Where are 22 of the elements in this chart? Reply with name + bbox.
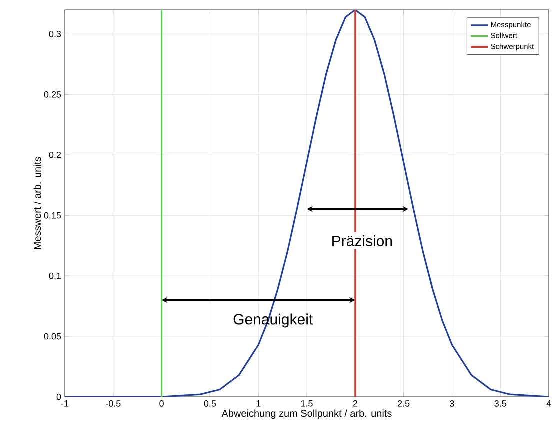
y-tick-label: 0.3	[49, 31, 62, 38]
y-axis-title: Messwert / arb. units	[34, 157, 42, 250]
x-tick-label: 4	[546, 400, 552, 407]
x-tick-label: 2	[353, 400, 358, 407]
y-tick-label: 0.1	[49, 272, 62, 280]
y-tick-label: 0	[56, 394, 62, 400]
line-series	[65, 10, 549, 397]
x-tick-label: -0.5	[106, 400, 121, 407]
x-tick-label: 3	[450, 400, 454, 407]
x-tick-label: 0.5	[204, 400, 216, 407]
y-tick-label: 0.25	[44, 91, 62, 98]
annotation: Präzision	[332, 236, 392, 247]
x-tick-label: 2.5	[398, 400, 410, 407]
x-tick-label: -1	[61, 400, 69, 407]
y-tick-label: 0.2	[49, 152, 62, 158]
x-tick-label: 0	[160, 400, 164, 407]
x-tick-label: 1	[256, 400, 261, 407]
x-tick-label: 3.5	[494, 400, 506, 407]
y-tick-label: 0.05	[44, 333, 62, 340]
y-tick-label: 0.15	[44, 212, 62, 219]
x-tick-label: 1.5	[301, 400, 313, 407]
x-axis-title: Abweichung zum Sollpunkt / arb. units	[222, 410, 392, 420]
